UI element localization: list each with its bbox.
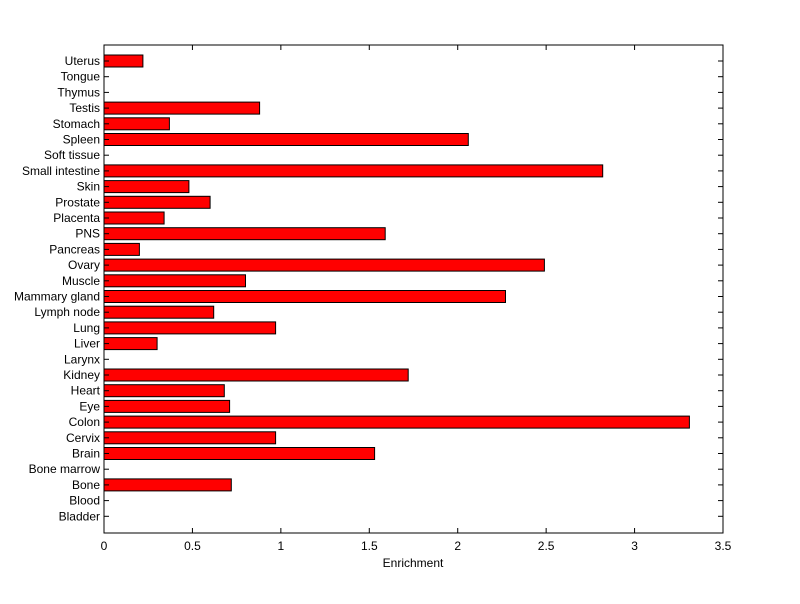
x-tick-label: 3: [631, 539, 638, 553]
bar: [103, 101, 261, 115]
y-tick-label: Stomach: [53, 117, 100, 131]
y-tick-label: PNS: [75, 227, 100, 241]
y-tick-label: Cervix: [66, 431, 100, 445]
bar: [103, 368, 409, 382]
bar: [103, 195, 211, 209]
y-tick-label: Spleen: [63, 133, 100, 147]
bar: [103, 305, 215, 319]
x-tick-label: 1: [278, 539, 285, 553]
y-tick-label: Thymus: [57, 85, 100, 99]
bar: [103, 274, 246, 288]
bar: [103, 164, 604, 178]
bar: [103, 399, 231, 413]
bar: [103, 384, 225, 398]
y-tick-label: Soft tissue: [44, 148, 100, 162]
x-axis-label: Enrichment: [383, 556, 444, 570]
y-tick-label: Bone: [72, 478, 100, 492]
y-tick-label: Pancreas: [49, 242, 100, 256]
y-tick-label: Testis: [69, 101, 100, 115]
y-tick-label: Larynx: [64, 352, 100, 366]
y-tick-label: Heart: [71, 384, 101, 398]
x-tick-label: 2.5: [538, 539, 555, 553]
bar: [103, 290, 506, 303]
y-tick-label: Tongue: [61, 70, 101, 84]
y-tick-label: Ovary: [68, 258, 100, 272]
y-tick-label: Kidney: [63, 368, 100, 382]
y-tick-label: Lymph node: [34, 305, 100, 319]
y-tick-label: Small intestine: [22, 164, 100, 178]
bar: [103, 180, 190, 194]
y-tick-label: Blood: [69, 494, 100, 508]
bar: [103, 242, 140, 256]
y-tick-label: Liver: [74, 337, 100, 351]
bar: [103, 447, 376, 460]
x-ticks-group: 0 0.5 1 1.5 2 2.5 3 3.5: [101, 45, 732, 553]
bar: [103, 211, 165, 225]
y-tick-label: Uterus: [65, 54, 100, 68]
bar: [103, 337, 158, 351]
bar: [103, 54, 144, 68]
y-tick-label: Eye: [79, 399, 100, 413]
plot-frame: [103, 44, 724, 534]
y-tick-label: Bone marrow: [29, 462, 101, 476]
bar: [103, 478, 232, 492]
bar: [103, 133, 469, 146]
x-tick-label: 0.5: [184, 539, 201, 553]
y-tick-label: Brain: [72, 447, 100, 461]
y-tick-label: Muscle: [62, 274, 100, 288]
x-tick-label: 1.5: [361, 539, 378, 553]
bar: [103, 258, 545, 272]
x-tick-label: 2: [454, 539, 461, 553]
y-tick-label: Bladder: [59, 509, 100, 523]
x-tick-label: 0: [101, 539, 108, 553]
bar: [103, 227, 386, 241]
y-tick-label: Mammary gland: [14, 290, 100, 304]
y-tick-label: Skin: [77, 180, 100, 194]
bar: [103, 321, 277, 335]
bar: [103, 415, 690, 429]
y-tick-label: Placenta: [53, 211, 100, 225]
x-tick-label: 3.5: [715, 539, 732, 553]
y-tick-label: Colon: [69, 415, 100, 429]
y-tick-label: Prostate: [55, 195, 100, 209]
y-tick-label: Lung: [73, 321, 100, 335]
bar: [103, 431, 277, 445]
bar: [103, 117, 170, 131]
